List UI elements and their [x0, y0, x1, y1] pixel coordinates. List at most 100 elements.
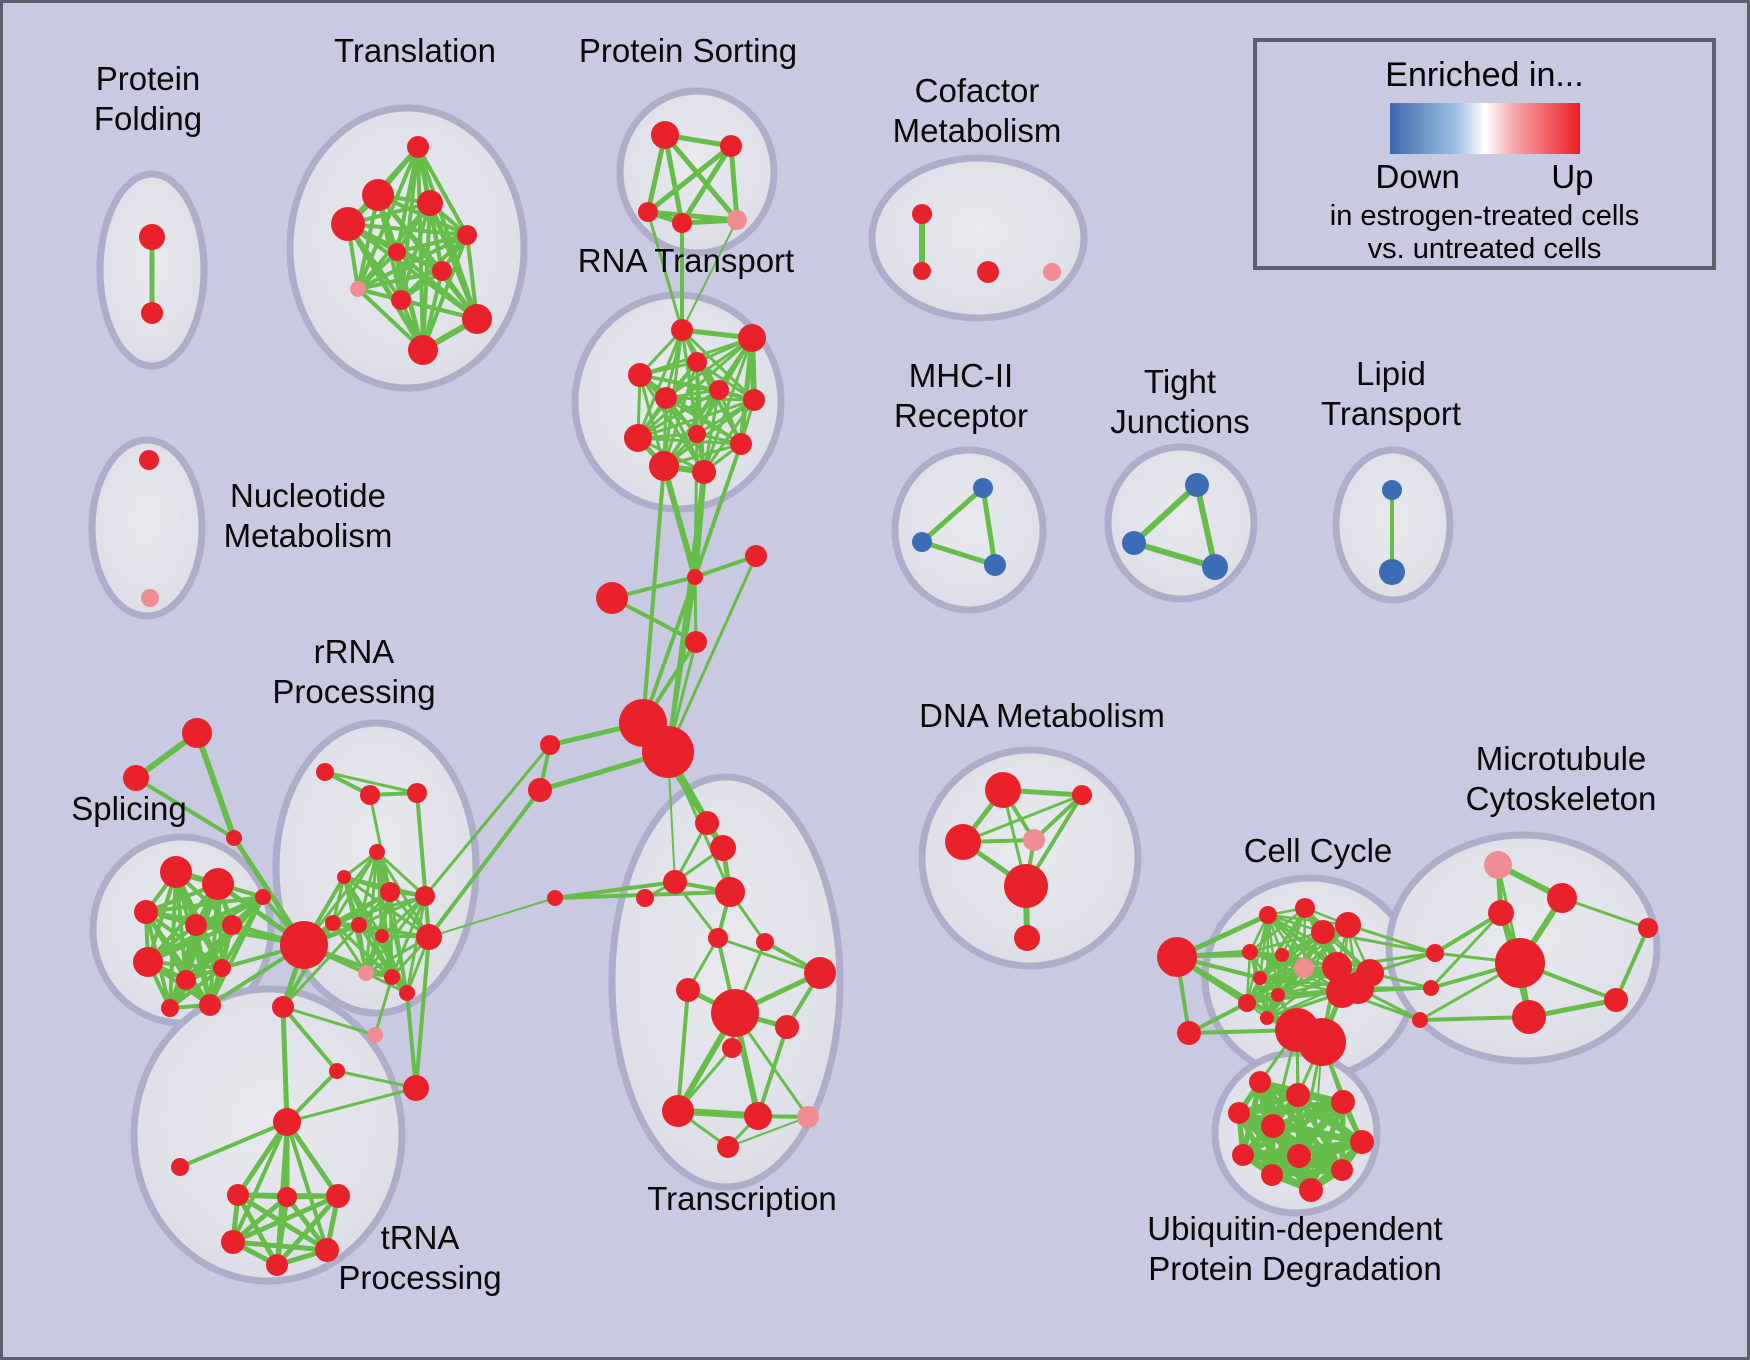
node-27[interactable]	[730, 433, 752, 455]
node-97[interactable]	[715, 877, 745, 907]
node-141[interactable]	[1495, 938, 1545, 988]
node-4[interactable]	[417, 190, 443, 216]
node-2[interactable]	[407, 136, 429, 158]
node-139[interactable]	[1547, 883, 1577, 913]
node-118[interactable]	[1295, 898, 1315, 918]
node-155[interactable]	[1299, 1178, 1323, 1202]
node-112[interactable]	[945, 824, 981, 860]
node-94[interactable]	[695, 811, 719, 835]
node-77[interactable]	[273, 1108, 301, 1136]
node-86[interactable]	[745, 545, 767, 567]
node-63[interactable]	[337, 870, 351, 884]
node-47[interactable]	[160, 856, 192, 888]
node-48[interactable]	[202, 868, 234, 900]
node-11[interactable]	[462, 304, 492, 334]
node-117[interactable]	[1259, 906, 1277, 924]
node-54[interactable]	[176, 970, 196, 990]
node-88[interactable]	[685, 631, 707, 653]
node-53[interactable]	[133, 947, 163, 977]
node-144[interactable]	[1638, 918, 1658, 938]
node-8[interactable]	[432, 261, 452, 281]
node-12[interactable]	[408, 335, 438, 365]
node-153[interactable]	[1331, 1159, 1353, 1181]
node-93[interactable]	[547, 890, 563, 906]
node-99[interactable]	[708, 928, 728, 948]
node-106[interactable]	[662, 1095, 694, 1127]
node-149[interactable]	[1331, 1090, 1355, 1114]
node-91[interactable]	[540, 735, 560, 755]
node-36[interactable]	[984, 554, 1006, 576]
node-17[interactable]	[727, 210, 747, 230]
node-30[interactable]	[912, 204, 932, 224]
node-137[interactable]	[1412, 1012, 1428, 1028]
node-143[interactable]	[1604, 988, 1628, 1012]
node-111[interactable]	[1072, 785, 1092, 805]
node-41[interactable]	[1379, 559, 1405, 585]
node-68[interactable]	[375, 929, 389, 943]
node-55[interactable]	[213, 959, 231, 977]
node-84[interactable]	[266, 1254, 288, 1276]
node-121[interactable]	[1242, 944, 1258, 960]
node-57[interactable]	[199, 994, 221, 1016]
node-126[interactable]	[1322, 952, 1352, 982]
node-87[interactable]	[596, 582, 628, 614]
node-29[interactable]	[692, 460, 716, 484]
node-16[interactable]	[672, 213, 692, 233]
node-44[interactable]	[182, 718, 212, 748]
node-138[interactable]	[1484, 851, 1512, 879]
node-50[interactable]	[185, 914, 207, 936]
node-60[interactable]	[360, 785, 380, 805]
node-21[interactable]	[687, 352, 707, 372]
node-105[interactable]	[722, 1038, 742, 1058]
node-115[interactable]	[1014, 925, 1040, 951]
node-26[interactable]	[688, 425, 706, 443]
node-14[interactable]	[720, 135, 742, 157]
node-23[interactable]	[655, 387, 677, 409]
node-108[interactable]	[797, 1106, 819, 1128]
node-130[interactable]	[1238, 994, 1256, 1012]
node-113[interactable]	[1023, 829, 1045, 851]
node-42[interactable]	[139, 450, 159, 470]
node-62[interactable]	[369, 844, 385, 860]
node-122[interactable]	[1275, 948, 1289, 962]
node-39[interactable]	[1202, 554, 1228, 580]
node-5[interactable]	[331, 207, 365, 241]
node-81[interactable]	[326, 1184, 350, 1208]
node-107[interactable]	[744, 1102, 772, 1130]
node-56[interactable]	[161, 999, 179, 1017]
node-146[interactable]	[1286, 1083, 1310, 1107]
node-123[interactable]	[1294, 958, 1314, 978]
node-134[interactable]	[1298, 1018, 1346, 1066]
node-85[interactable]	[687, 569, 703, 585]
node-10[interactable]	[391, 290, 411, 310]
node-0[interactable]	[139, 224, 165, 250]
node-13[interactable]	[651, 121, 679, 149]
node-154[interactable]	[1261, 1164, 1283, 1186]
node-70[interactable]	[358, 965, 374, 981]
node-150[interactable]	[1350, 1130, 1374, 1154]
node-65[interactable]	[415, 886, 435, 906]
node-120[interactable]	[1335, 912, 1361, 938]
node-78[interactable]	[171, 1158, 189, 1176]
node-104[interactable]	[775, 1015, 799, 1039]
node-7[interactable]	[388, 243, 406, 261]
node-40[interactable]	[1382, 480, 1402, 500]
node-109[interactable]	[717, 1136, 739, 1158]
node-132[interactable]	[1177, 1021, 1201, 1045]
node-72[interactable]	[399, 985, 415, 1001]
node-119[interactable]	[1311, 920, 1335, 944]
node-43[interactable]	[141, 589, 159, 607]
node-51[interactable]	[222, 915, 242, 935]
node-66[interactable]	[325, 915, 341, 931]
node-75[interactable]	[329, 1063, 345, 1079]
node-58[interactable]	[280, 921, 328, 969]
node-46[interactable]	[226, 830, 242, 846]
node-25[interactable]	[624, 424, 652, 452]
node-74[interactable]	[367, 1027, 383, 1043]
node-38[interactable]	[1122, 531, 1146, 555]
node-69[interactable]	[416, 924, 442, 950]
node-82[interactable]	[221, 1230, 245, 1254]
node-19[interactable]	[738, 324, 766, 352]
node-124[interactable]	[1253, 971, 1267, 985]
node-147[interactable]	[1228, 1102, 1250, 1124]
